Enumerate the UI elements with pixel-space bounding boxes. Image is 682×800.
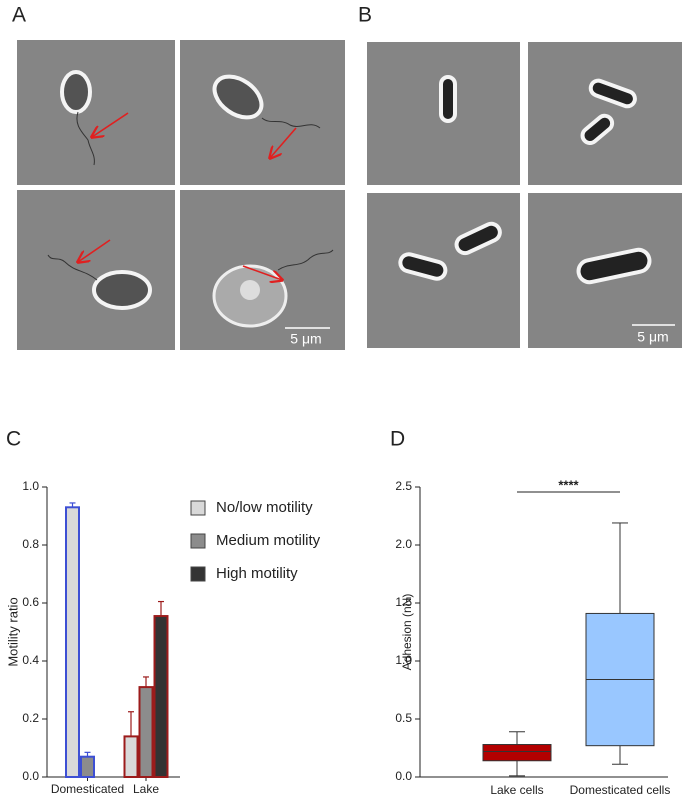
x-tick-label: Domesticated cells — [570, 783, 671, 797]
y-tick-label: 0.8 — [22, 537, 39, 551]
panel-label: D — [390, 428, 405, 451]
bar — [123, 735, 139, 779]
y-tick-label: 1.0 — [395, 653, 412, 667]
significance-label: **** — [558, 477, 579, 492]
y-tick-label: 1.5 — [395, 595, 412, 609]
y-tick-label: 2.5 — [395, 479, 412, 493]
x-tick-label: Lake — [133, 782, 159, 796]
legend-swatch — [190, 500, 206, 516]
x-tick-label: Lake cells — [490, 783, 543, 797]
y-axis-label: Adhesion (nN) — [400, 594, 414, 671]
micrographs-b: 5 μm — [367, 42, 682, 348]
y-tick-label: 2.0 — [395, 537, 412, 551]
panel-label: A — [12, 4, 26, 27]
bar — [80, 755, 95, 779]
legend-label: High motility — [216, 565, 298, 582]
panel-label: B — [358, 4, 372, 27]
legend-label: No/low motility — [216, 499, 313, 516]
panel-label: C — [6, 428, 21, 451]
bar — [138, 686, 154, 778]
y-tick-label: 0.0 — [22, 769, 39, 783]
legend-swatch — [190, 533, 206, 549]
x-tick-label: Domesticated — [51, 782, 124, 796]
box — [482, 744, 552, 762]
micrographs-a: 5 μm — [17, 40, 345, 350]
y-tick-label: 0.4 — [22, 653, 39, 667]
y-tick-label: 0.5 — [395, 711, 412, 725]
bar — [153, 615, 169, 778]
legend-swatch — [190, 566, 206, 582]
legend-label: Medium motility — [216, 532, 321, 549]
scale-bar-label: 5 μm — [290, 331, 321, 347]
y-tick-label: 0.6 — [22, 595, 39, 609]
bar — [65, 506, 80, 778]
y-tick-label: 1.0 — [22, 479, 39, 493]
scale-bar-label: 5 μm — [637, 329, 668, 345]
y-tick-label: 0.2 — [22, 711, 39, 725]
y-axis-label: Motility ratio — [5, 597, 20, 666]
y-tick-label: 0.0 — [395, 769, 412, 783]
